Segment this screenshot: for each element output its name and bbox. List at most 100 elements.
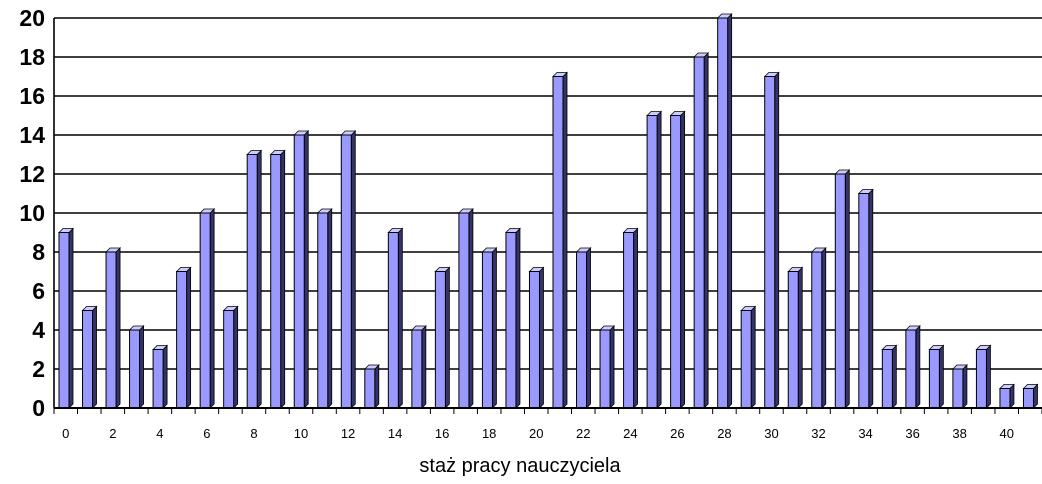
bar-side-12 [350, 130, 356, 409]
bar-side-11 [327, 208, 333, 409]
bar-front-14 [387, 232, 399, 409]
x-tick-label-6: 6 [203, 426, 210, 441]
bar-front-22 [576, 251, 588, 409]
gridlines [54, 17, 1042, 409]
bar-side-14 [397, 227, 403, 409]
bar-side-31 [797, 266, 803, 409]
x-tick-label-12: 12 [341, 426, 355, 441]
bar-32 [810, 247, 827, 409]
x-tick-label-10: 10 [294, 426, 308, 441]
bar-18 [481, 247, 498, 409]
bar-side-30 [774, 71, 780, 409]
bar-36 [904, 325, 921, 409]
bar-front-2 [105, 251, 117, 409]
x-tick-label-34: 34 [858, 426, 872, 441]
bars [58, 13, 1039, 409]
bar-front-0 [58, 232, 70, 409]
y-tick-label-12: 12 [19, 161, 45, 187]
bar-41 [1022, 383, 1039, 409]
bar-front-31 [787, 271, 799, 409]
x-tick-label-14: 14 [388, 426, 402, 441]
bar-side-18 [492, 247, 497, 409]
bar-front-29 [740, 310, 752, 409]
bar-14 [387, 227, 404, 409]
x-tick-label-36: 36 [905, 426, 919, 441]
x-tick-label-26: 26 [670, 426, 684, 441]
x-tick-labels: 0 2 4 6 8 10 12 14 16 18 20 22 24 26 28 30 32 34 36 38 40 [62, 426, 1014, 441]
bar-side-27 [703, 52, 709, 409]
bar-front-21 [552, 76, 564, 409]
bar-front-24 [623, 232, 635, 409]
bar-front-34 [858, 193, 870, 409]
bar-side-6 [209, 208, 215, 409]
bar-front-5 [176, 271, 188, 409]
bar-0 [58, 227, 74, 409]
bar-front-4 [152, 349, 164, 409]
bar-29 [740, 305, 757, 409]
x-tick-label-20: 20 [529, 426, 543, 441]
y-tick-label-0: 0 [32, 395, 45, 421]
bar-side-29 [750, 305, 756, 409]
bar-side-13 [374, 364, 380, 409]
bar-front-30 [764, 76, 776, 409]
bar-front-25 [646, 115, 658, 409]
bar-front-12 [340, 134, 352, 409]
axes [53, 18, 1042, 414]
bar-front-9 [270, 154, 282, 409]
y-tick-label-18: 18 [19, 44, 45, 70]
y-tick-label-16: 16 [19, 83, 45, 109]
bar-side-25 [656, 110, 662, 409]
bar-front-27 [693, 56, 705, 409]
bar-20 [528, 266, 545, 409]
bar-side-4 [162, 344, 168, 409]
bar-side-7 [233, 305, 239, 409]
x-tick-label-16: 16 [435, 426, 449, 441]
y-tick-label-14: 14 [19, 122, 45, 148]
bar-7 [222, 305, 239, 409]
bar-17 [457, 208, 474, 409]
bar-13 [363, 364, 380, 409]
bar-side-3 [139, 325, 144, 409]
bar-8 [246, 149, 263, 409]
bar-front-23 [599, 329, 611, 409]
bar-15 [410, 325, 427, 409]
bar-front-40 [999, 388, 1011, 409]
bar-front-10 [293, 134, 305, 409]
bar-front-32 [811, 251, 823, 409]
x-tick-label-22: 22 [576, 426, 590, 441]
bar-front-11 [317, 212, 329, 409]
bar-22 [575, 247, 592, 409]
y-tick-label-20: 20 [19, 5, 45, 31]
x-tick-label-4: 4 [156, 426, 163, 441]
bar-25 [646, 110, 663, 409]
bar-side-32 [821, 247, 827, 409]
bar-5 [175, 266, 192, 409]
bar-side-19 [515, 227, 521, 409]
bar-24 [622, 227, 639, 409]
bar-side-26 [680, 110, 686, 409]
x-tick-label-0: 0 [62, 426, 69, 441]
bar-side-35 [891, 344, 897, 409]
bar-front-41 [1022, 388, 1034, 409]
bar-side-21 [562, 71, 568, 409]
bar-23 [599, 325, 616, 409]
bar-side-22 [586, 247, 591, 409]
x-tick-label-18: 18 [482, 426, 496, 441]
bar-front-15 [411, 329, 423, 409]
bar-side-33 [844, 169, 850, 409]
bar-35 [881, 344, 898, 409]
bar-front-6 [199, 212, 211, 409]
y-tick-label-10: 10 [19, 200, 45, 226]
bar-side-2 [115, 247, 121, 409]
bar-front-38 [952, 368, 964, 409]
bar-side-9 [280, 149, 286, 409]
bar-side-17 [468, 208, 474, 409]
bar-16 [434, 266, 451, 409]
bar-side-23 [609, 325, 615, 409]
bar-front-1 [82, 310, 94, 409]
bar-34 [857, 188, 874, 409]
bar-3 [128, 325, 145, 409]
bar-4 [152, 344, 169, 409]
